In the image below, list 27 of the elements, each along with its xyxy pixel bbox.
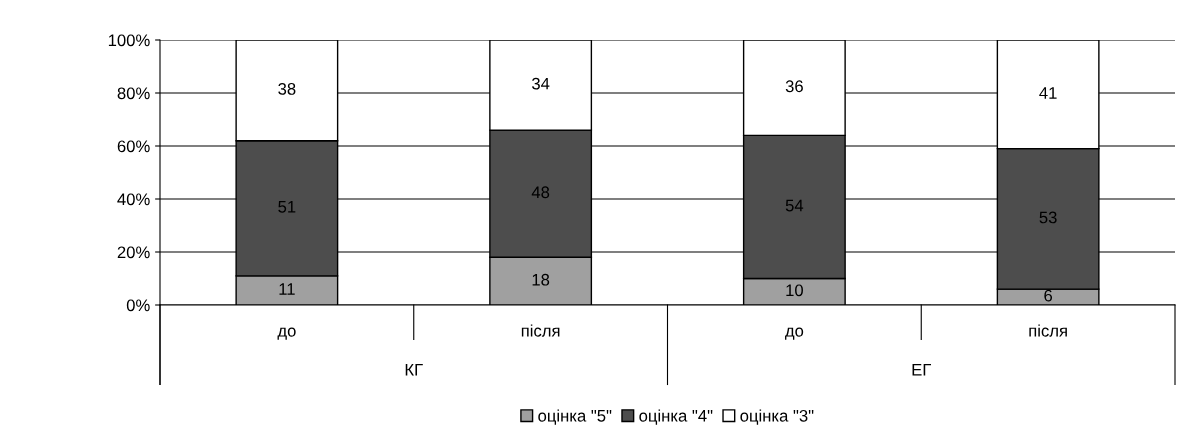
y-tick-label: 80%	[117, 87, 150, 100]
data-label: 48	[531, 186, 550, 199]
data-label: 18	[532, 273, 550, 286]
data-label: 54	[785, 199, 804, 212]
x-tick-label: після	[521, 324, 560, 337]
data-label: 36	[785, 80, 803, 93]
data-label: 10	[786, 284, 803, 297]
legend-label: оцінка "5"	[538, 409, 612, 425]
data-label: 41	[1039, 87, 1057, 99]
legend-label: оцінка "3"	[740, 409, 814, 425]
text: КГ	[405, 364, 423, 376]
data-label: 34	[531, 77, 550, 90]
data-label: 53	[1039, 211, 1057, 224]
data-label: 38	[278, 83, 296, 95]
data-label: 11	[279, 283, 295, 295]
y-tick-label: 60%	[117, 140, 150, 153]
legend-label: оцінка "4"	[639, 409, 713, 425]
y-tick-label: 40%	[117, 193, 150, 206]
y-tick-label: 20%	[117, 246, 150, 259]
y-tick-label: 100%	[108, 34, 150, 47]
x-tick-label: після	[1029, 324, 1067, 337]
y-tick-label: 0%	[126, 299, 150, 312]
text: ЕГ	[912, 364, 932, 376]
data-label: 6	[1044, 289, 1053, 302]
data-label: 51	[278, 201, 296, 213]
x-tick-label: до	[785, 327, 804, 340]
x-tick-label: до	[277, 327, 296, 340]
